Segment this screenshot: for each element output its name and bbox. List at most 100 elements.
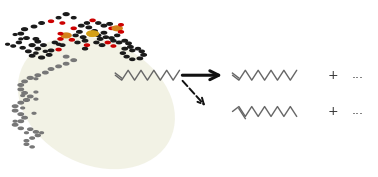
Circle shape: [57, 43, 60, 45]
Circle shape: [35, 134, 40, 137]
Circle shape: [135, 47, 141, 50]
Circle shape: [6, 43, 9, 45]
Circle shape: [18, 84, 23, 86]
Ellipse shape: [18, 36, 175, 169]
Circle shape: [30, 146, 34, 148]
Circle shape: [52, 41, 57, 44]
Circle shape: [124, 55, 129, 58]
Circle shape: [24, 37, 29, 39]
Circle shape: [12, 109, 18, 112]
Circle shape: [12, 124, 18, 126]
Circle shape: [64, 55, 69, 58]
Circle shape: [103, 36, 108, 38]
Circle shape: [139, 50, 144, 53]
Circle shape: [34, 78, 38, 80]
Circle shape: [40, 132, 43, 134]
Circle shape: [24, 140, 29, 142]
Circle shape: [92, 30, 97, 32]
Circle shape: [48, 49, 54, 52]
Circle shape: [122, 39, 127, 42]
Circle shape: [22, 116, 27, 119]
Circle shape: [16, 41, 22, 44]
Circle shape: [130, 49, 135, 52]
Circle shape: [25, 132, 28, 134]
Circle shape: [109, 37, 114, 39]
Circle shape: [18, 88, 23, 91]
Circle shape: [48, 20, 54, 22]
Circle shape: [115, 34, 120, 37]
Circle shape: [26, 50, 31, 53]
Circle shape: [90, 19, 95, 22]
Circle shape: [126, 42, 131, 45]
Circle shape: [116, 41, 122, 44]
Circle shape: [63, 13, 69, 16]
Circle shape: [99, 44, 105, 46]
Circle shape: [122, 47, 127, 50]
Text: +: +: [328, 105, 339, 118]
Circle shape: [84, 44, 90, 46]
Circle shape: [120, 52, 125, 54]
Circle shape: [39, 22, 44, 24]
Circle shape: [77, 31, 82, 33]
Circle shape: [64, 62, 69, 65]
Circle shape: [39, 56, 45, 59]
Circle shape: [61, 33, 71, 38]
Circle shape: [11, 45, 15, 47]
Circle shape: [128, 46, 133, 48]
Circle shape: [28, 95, 33, 98]
Circle shape: [33, 38, 39, 40]
Circle shape: [43, 71, 48, 74]
Circle shape: [58, 38, 63, 40]
Circle shape: [32, 112, 36, 114]
Circle shape: [27, 76, 33, 79]
Circle shape: [18, 113, 23, 115]
Circle shape: [119, 24, 123, 26]
Circle shape: [41, 44, 46, 46]
Circle shape: [73, 34, 78, 37]
Circle shape: [31, 25, 37, 28]
Circle shape: [71, 59, 76, 61]
Circle shape: [34, 98, 38, 100]
Circle shape: [69, 39, 74, 41]
Circle shape: [13, 120, 17, 122]
Circle shape: [137, 57, 143, 60]
Circle shape: [118, 31, 124, 33]
Circle shape: [24, 143, 29, 145]
Circle shape: [23, 99, 29, 101]
Circle shape: [18, 127, 23, 130]
Circle shape: [111, 45, 116, 47]
Circle shape: [18, 32, 23, 35]
Circle shape: [141, 54, 146, 56]
Circle shape: [107, 23, 112, 25]
Circle shape: [87, 31, 98, 36]
Circle shape: [60, 44, 65, 46]
Circle shape: [56, 48, 61, 51]
Circle shape: [101, 32, 107, 34]
Circle shape: [30, 137, 34, 139]
Circle shape: [20, 47, 25, 49]
Circle shape: [84, 22, 90, 24]
Circle shape: [111, 39, 116, 42]
Circle shape: [34, 91, 38, 93]
Circle shape: [35, 74, 40, 76]
Circle shape: [22, 92, 27, 94]
Circle shape: [29, 44, 35, 47]
Circle shape: [101, 24, 107, 27]
Circle shape: [94, 41, 99, 44]
Circle shape: [33, 131, 39, 133]
Circle shape: [98, 38, 103, 40]
Circle shape: [109, 27, 114, 30]
Text: ...: ...: [352, 104, 364, 118]
Circle shape: [48, 68, 54, 70]
Circle shape: [29, 55, 35, 57]
Circle shape: [79, 24, 84, 27]
Circle shape: [46, 54, 52, 56]
Circle shape: [22, 28, 28, 31]
Circle shape: [112, 26, 122, 31]
Circle shape: [105, 41, 110, 44]
Circle shape: [86, 26, 91, 29]
Circle shape: [71, 27, 76, 30]
Circle shape: [34, 52, 38, 54]
Circle shape: [35, 47, 40, 50]
Circle shape: [75, 41, 80, 44]
